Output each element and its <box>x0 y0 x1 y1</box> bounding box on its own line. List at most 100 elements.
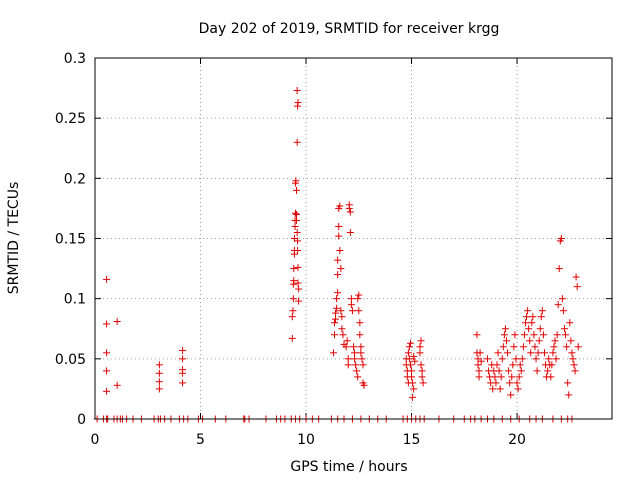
data-point <box>351 355 359 363</box>
data-point <box>406 339 414 347</box>
data-point <box>551 337 559 345</box>
data-point <box>568 349 576 357</box>
data-point <box>179 379 187 387</box>
x-axis-label: GPS time / hours <box>290 459 407 475</box>
data-point <box>492 379 500 387</box>
data-point <box>347 301 355 309</box>
data-point <box>419 379 427 387</box>
data-point <box>530 331 538 339</box>
data-point <box>495 367 503 375</box>
data-point <box>348 307 356 315</box>
data-point <box>334 289 342 297</box>
data-point <box>489 385 497 393</box>
x-tick-label: 10 <box>297 432 315 448</box>
data-point <box>179 369 187 377</box>
data-point <box>569 355 577 363</box>
data-point <box>494 349 502 357</box>
data-point <box>496 385 504 393</box>
data-point <box>291 209 299 217</box>
data-point <box>410 352 418 360</box>
data-point <box>334 271 342 279</box>
data-point <box>544 367 552 375</box>
data-point <box>155 369 163 377</box>
data-point <box>103 367 111 375</box>
data-point <box>555 265 563 273</box>
data-point <box>408 373 416 381</box>
x-tick-label: 0 <box>91 432 100 448</box>
data-point <box>516 361 524 369</box>
data-point <box>347 295 355 303</box>
data-point <box>531 343 539 351</box>
data-point <box>547 373 555 381</box>
data-point <box>294 247 302 255</box>
data-point <box>342 343 350 351</box>
data-point <box>557 235 565 242</box>
data-point <box>491 373 499 381</box>
data-point <box>563 343 571 351</box>
data-point <box>476 349 484 357</box>
data-point <box>536 325 544 333</box>
data-point <box>293 210 301 218</box>
plot-frame <box>94 57 613 420</box>
data-point <box>537 313 545 321</box>
data-point <box>103 349 111 357</box>
data-point <box>512 355 520 363</box>
data-point <box>179 346 187 354</box>
data-point <box>334 256 342 264</box>
data-point <box>351 349 359 357</box>
data-point <box>290 277 298 285</box>
data-point <box>294 99 302 107</box>
data-point <box>155 361 163 369</box>
data-point <box>346 208 354 216</box>
data-point <box>566 319 574 327</box>
data-point <box>409 379 417 387</box>
data-point <box>356 331 364 339</box>
data-point <box>540 349 548 357</box>
y-tick-label: 0.25 <box>55 111 86 127</box>
data-point <box>336 202 344 210</box>
data-point <box>532 355 540 363</box>
data-point <box>358 355 366 363</box>
data-point <box>103 387 111 395</box>
data-point <box>418 373 426 381</box>
data-point <box>331 319 339 327</box>
data-point <box>329 349 337 357</box>
data-point <box>289 295 297 303</box>
data-point <box>505 367 513 375</box>
data-point <box>483 355 491 363</box>
data-point <box>565 391 573 399</box>
data-point <box>335 232 343 240</box>
data-point <box>504 349 512 357</box>
data-point <box>502 337 510 345</box>
data-point <box>417 361 425 369</box>
data-point <box>354 373 362 381</box>
data-point <box>417 337 425 345</box>
data-point <box>288 334 296 342</box>
data-point <box>561 325 569 333</box>
x-tick-label: 20 <box>508 432 526 448</box>
data-point <box>353 367 361 375</box>
y-tick-label: 0.2 <box>64 171 86 187</box>
data-point <box>552 355 560 363</box>
data-point <box>517 367 525 375</box>
data-point <box>526 337 534 345</box>
data-point <box>520 331 528 339</box>
data-point <box>346 228 354 236</box>
data-point <box>524 307 532 315</box>
data-point <box>506 379 514 387</box>
data-point <box>570 361 578 369</box>
data-point <box>545 355 553 363</box>
data-point <box>515 373 523 381</box>
data-point <box>567 337 575 345</box>
data-point <box>416 343 424 351</box>
data-point <box>357 349 365 357</box>
data-point <box>409 393 417 401</box>
data-point <box>292 177 300 185</box>
data-point <box>155 385 163 393</box>
data-point <box>501 325 509 333</box>
y-tick-label: 0.05 <box>55 352 86 368</box>
y-tick-label: 0.15 <box>55 232 86 248</box>
data-point <box>179 355 187 363</box>
data-point <box>355 307 363 315</box>
data-point <box>331 331 339 339</box>
